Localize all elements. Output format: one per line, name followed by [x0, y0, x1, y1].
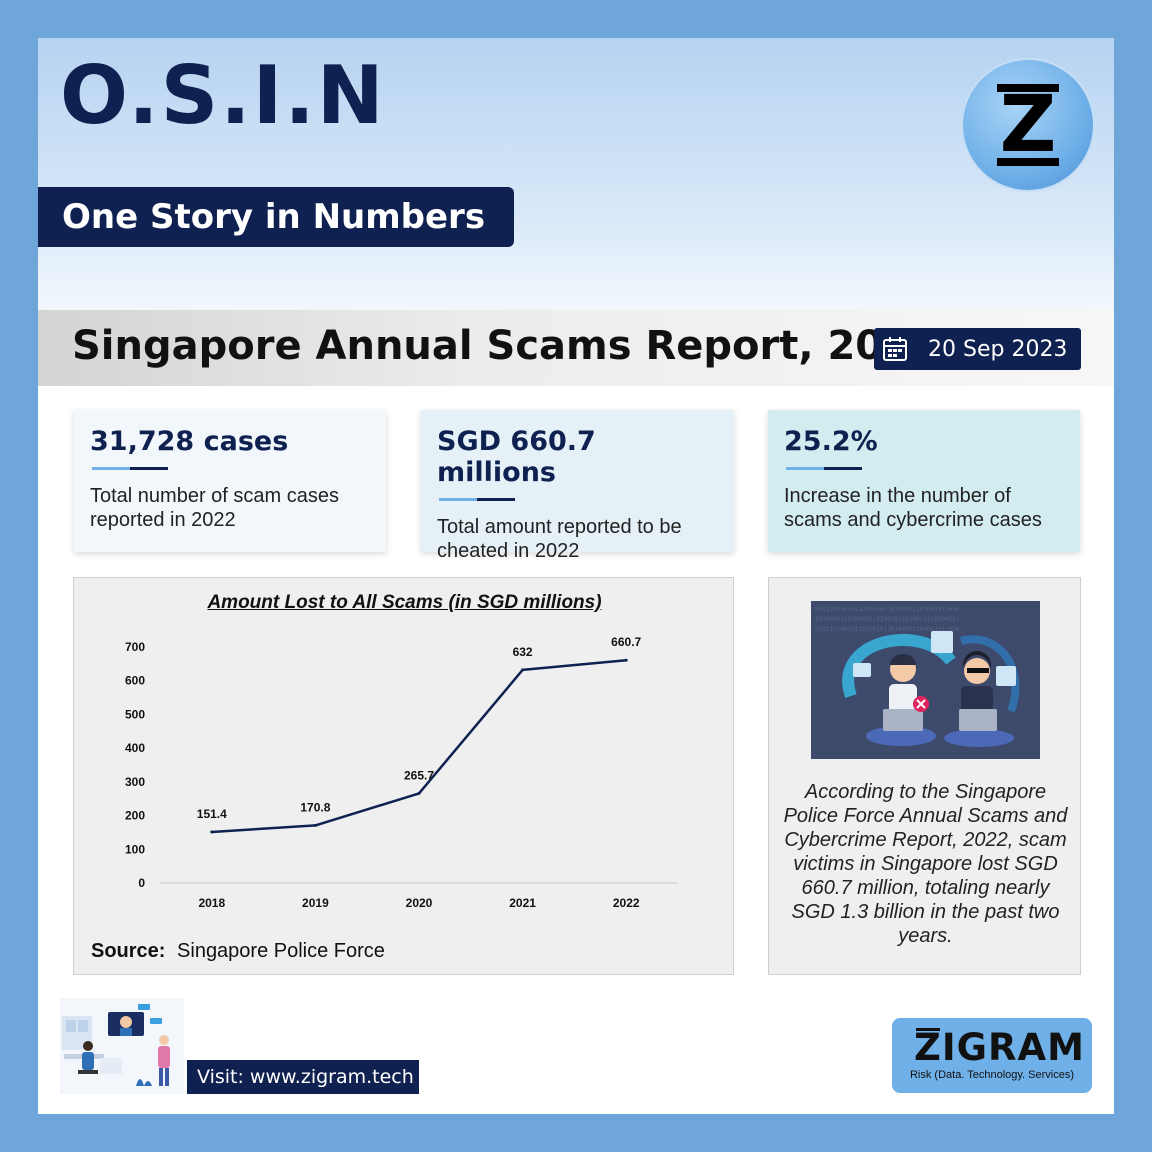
- logo-letter: Z: [999, 80, 1057, 170]
- stat-value: SGD 660.7 millions: [437, 426, 596, 488]
- info-panel: 0101100101011010010110100101101001011010…: [768, 577, 1081, 975]
- company-tagline: Risk (Data. Technology. Services): [909, 1069, 1075, 1081]
- zigram-logo-badge: Z: [963, 60, 1093, 190]
- stat-card-cases: 31,728 cases Total number of scam cases …: [74, 410, 386, 552]
- report-title: Singapore Annual Scams Report, 2022: [72, 323, 939, 369]
- stat-underline: [786, 467, 862, 470]
- visit-text[interactable]: Visit: www.zigram.tech: [197, 1066, 414, 1088]
- stat-underline: [92, 467, 168, 470]
- report-date: 20 Sep 2023: [928, 336, 1068, 362]
- y-tick-label: 400: [125, 741, 145, 755]
- tagline-banner: One Story in Numbers: [38, 187, 514, 247]
- stat-card-amount: SGD 660.7 millions Total amount reported…: [421, 410, 734, 562]
- info-quote: According to the Singapore Police Force …: [783, 781, 1068, 947]
- visit-link[interactable]: Visit: www.zigram.tech: [187, 1060, 419, 1094]
- y-tick-label: 300: [125, 775, 145, 789]
- tagline: One Story in Numbers: [62, 197, 486, 237]
- data-point: [417, 791, 421, 795]
- y-tick-label: 0: [138, 876, 145, 890]
- data-label: 632: [513, 645, 533, 659]
- chart-title: Amount Lost to All Scams (in SGD million…: [207, 592, 602, 613]
- data-label: 170.8: [300, 800, 330, 814]
- x-tick-label: 2018: [198, 896, 225, 910]
- stat-description: Total number of scam cases reported in 2…: [90, 485, 339, 532]
- stat-underline: [439, 498, 515, 501]
- date-badge: 20 Sep 2023: [874, 328, 1081, 370]
- data-label: 660.7: [611, 635, 641, 649]
- source-value: Singapore Police Force: [177, 940, 385, 962]
- y-tick-label: 200: [125, 809, 145, 823]
- chart-panel: 0 100 200 300 400 500 600 700 2018 2019 2020 2021 20…: [73, 577, 734, 975]
- data-point: [521, 668, 525, 672]
- hacker-and-victim-illustration: 0101100101011010010110100101101001011010…: [811, 601, 1040, 759]
- line-chart: 0 100 200 300 400 500 600 700 2018 2019 2020 2021 20…: [125, 635, 678, 910]
- company-name: ZIGRAM: [914, 1026, 1085, 1069]
- svg-text:101001011010010110100101101001: 1010010110100101101001011010010110100101: [815, 616, 960, 623]
- data-label: 265.7: [404, 768, 434, 782]
- data-point: [313, 823, 317, 827]
- zigram-logo: ZIGRAM Risk (Data. Technology. Services): [892, 1018, 1092, 1093]
- data-point: [210, 830, 214, 834]
- x-tick-label: 2022: [613, 896, 640, 910]
- zigram-logo-bar: [916, 1028, 940, 1031]
- calendar-icon: [883, 337, 907, 361]
- svg-text:010110010101101001011010010110: 0101100101011010010110100101101001011010: [815, 606, 960, 613]
- y-tick-label: 500: [125, 707, 145, 721]
- x-tick-label: 2019: [302, 896, 329, 910]
- office-people-illustration: [60, 998, 184, 1094]
- x-tick-label: 2020: [406, 896, 433, 910]
- stat-description: Total amount reported to be cheated in 2…: [437, 516, 682, 563]
- x-tick-label: 2021: [509, 896, 536, 910]
- y-tick-label: 700: [125, 640, 145, 654]
- logo-bottom-bar: [997, 158, 1059, 166]
- stat-value: 25.2%: [784, 426, 878, 457]
- svg-text:010110100101101001011010010110: 0101101001011010010110100101101001011010: [815, 626, 960, 633]
- source-label: Source:: [91, 940, 166, 962]
- series-line: [211, 659, 627, 834]
- y-tick-label: 100: [125, 842, 145, 856]
- chart-source: Source: Singapore Police Force: [91, 940, 385, 963]
- data-label: 151.4: [197, 807, 227, 821]
- y-tick-label: 600: [125, 674, 145, 688]
- stat-value: 31,728 cases: [90, 426, 289, 457]
- brand-title: O.S.I.N: [60, 49, 386, 142]
- stat-description: Increase in the number of scams and cybe…: [784, 485, 1042, 532]
- stat-card-increase: 25.2% Increase in the number of scams an…: [768, 410, 1080, 552]
- infographic-card: O.S.I.N Z One Story in Numbers Singapore…: [38, 38, 1114, 1114]
- logo-top-bar: [997, 84, 1059, 92]
- data-point: [624, 658, 628, 662]
